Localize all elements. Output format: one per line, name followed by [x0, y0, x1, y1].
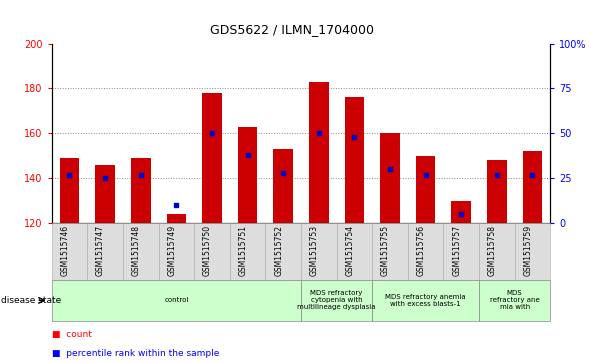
Text: ■  count: ■ count: [52, 330, 92, 339]
Text: ■  percentile rank within the sample: ■ percentile rank within the sample: [52, 348, 219, 358]
Text: GSM1515746: GSM1515746: [60, 225, 69, 276]
Text: GSM1515756: GSM1515756: [416, 225, 426, 276]
Text: GSM1515750: GSM1515750: [203, 225, 212, 276]
Bar: [416, 156, 435, 223]
Text: GSM1515749: GSM1515749: [167, 225, 176, 276]
Bar: [274, 149, 293, 223]
Text: disease state: disease state: [1, 296, 61, 305]
Bar: [202, 93, 222, 223]
Text: GDS5622 / ILMN_1704000: GDS5622 / ILMN_1704000: [210, 23, 374, 36]
Text: GSM1515755: GSM1515755: [381, 225, 390, 276]
Text: GSM1515758: GSM1515758: [488, 225, 497, 276]
Text: GSM1515754: GSM1515754: [345, 225, 354, 276]
Text: MDS
refractory ane
mia with: MDS refractory ane mia with: [490, 290, 539, 310]
Bar: [238, 127, 257, 223]
Text: GSM1515752: GSM1515752: [274, 225, 283, 276]
Text: GSM1515757: GSM1515757: [452, 225, 461, 276]
Bar: [167, 214, 186, 223]
Bar: [345, 98, 364, 223]
Text: GSM1515748: GSM1515748: [132, 225, 140, 276]
Bar: [131, 158, 151, 223]
Text: control: control: [164, 297, 188, 303]
Text: GSM1515751: GSM1515751: [238, 225, 247, 276]
Bar: [380, 133, 400, 223]
Bar: [487, 160, 506, 223]
Text: GSM1515747: GSM1515747: [96, 225, 105, 276]
Bar: [523, 151, 542, 223]
Bar: [309, 82, 328, 223]
Text: MDS refractory anemia
with excess blasts-1: MDS refractory anemia with excess blasts…: [385, 294, 466, 307]
Bar: [451, 201, 471, 223]
Text: GSM1515753: GSM1515753: [309, 225, 319, 276]
Bar: [60, 158, 79, 223]
Text: GSM1515759: GSM1515759: [523, 225, 533, 276]
Bar: [95, 165, 115, 223]
Text: MDS refractory
cytopenia with
multilineage dysplasia: MDS refractory cytopenia with multilinea…: [297, 290, 376, 310]
